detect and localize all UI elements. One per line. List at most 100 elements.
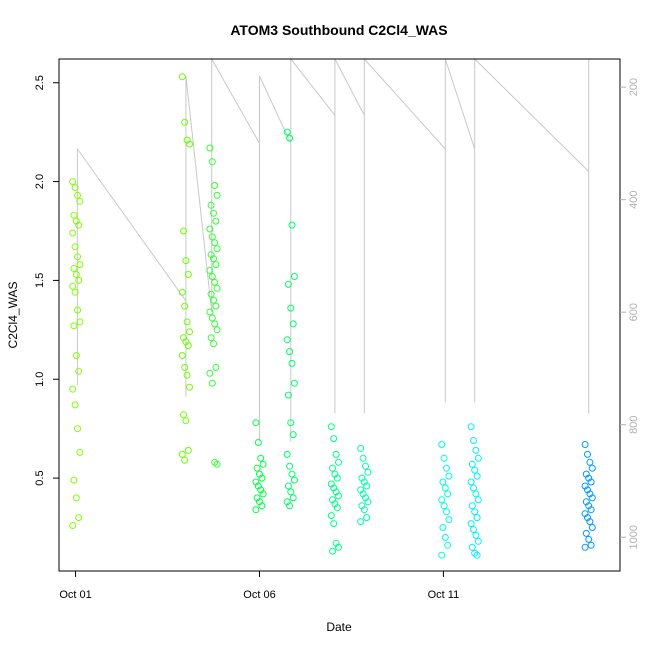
data-point: [178, 450, 186, 458]
data-point: [467, 478, 475, 486]
data-point: [283, 336, 291, 344]
y-tick-label: 0.5: [34, 470, 46, 485]
data-point: [206, 267, 214, 274]
data-point: [207, 290, 215, 298]
data-point: [290, 476, 298, 484]
data-point: [212, 363, 220, 371]
data-point: [332, 450, 340, 458]
data-point: [213, 245, 221, 253]
data-point: [472, 531, 480, 539]
data-point: [467, 520, 475, 528]
y2-tick-label: 1000: [628, 525, 640, 549]
data-point: [443, 508, 450, 516]
data-point: [75, 514, 83, 522]
data-point: [184, 446, 192, 454]
data-point: [468, 460, 476, 468]
y-tick-label: 2.0: [34, 174, 46, 189]
data-point: [258, 502, 266, 510]
data-point: [362, 462, 369, 470]
data-point: [178, 352, 186, 359]
data-point: [581, 441, 589, 448]
data-point: [72, 494, 80, 502]
data-point: [286, 502, 294, 510]
data-point: [208, 158, 216, 166]
x-axis-label: Date: [326, 620, 352, 634]
data-point: [206, 369, 214, 377]
data-point: [213, 191, 221, 199]
data-point: [254, 439, 262, 446]
data-point: [289, 494, 297, 502]
data-point: [210, 255, 217, 263]
data-point: [74, 191, 81, 199]
data-point: [474, 454, 482, 462]
data-point: [474, 496, 482, 504]
data-point: [207, 201, 215, 209]
data-point: [333, 504, 341, 512]
data-point: [186, 140, 193, 148]
data-point: [283, 450, 291, 458]
data-point: [207, 334, 215, 342]
data-point: [586, 458, 594, 466]
data-point: [582, 529, 590, 537]
data-point: [182, 417, 190, 425]
data-point: [360, 506, 368, 514]
data-point: [440, 502, 448, 510]
y-tick-label: 1.5: [34, 273, 46, 288]
data-point: [211, 182, 219, 189]
data-point: [76, 197, 84, 205]
data-point: [283, 128, 291, 136]
data-point: [286, 134, 294, 142]
data-point: [69, 282, 77, 290]
data-point: [76, 261, 84, 269]
data-point: [335, 492, 342, 500]
data-point: [471, 508, 479, 516]
data-point: [74, 425, 81, 433]
y2-tick-label: 600: [628, 303, 640, 321]
data-point: [181, 456, 189, 464]
data-point: [586, 518, 594, 526]
data-point: [186, 383, 193, 391]
data-point: [210, 340, 217, 348]
data-point: [69, 178, 77, 186]
data-point: [184, 271, 192, 278]
data-point: [472, 446, 480, 454]
data-point: [208, 273, 216, 280]
data-point: [438, 441, 446, 448]
data-point: [363, 482, 371, 490]
data-point: [444, 541, 452, 549]
y-tick-label: 1.0: [34, 372, 46, 387]
data-point: [288, 470, 296, 478]
data-point: [181, 302, 189, 310]
data-point: [74, 306, 81, 314]
data-point: [445, 516, 453, 524]
data-point: [69, 522, 77, 529]
data-point: [212, 217, 220, 225]
chart-title: ATOM3 Southbound C2Cl4_WAS: [230, 22, 447, 38]
data-point: [211, 320, 219, 328]
y2-tick-label: 200: [628, 78, 640, 96]
data-point: [330, 520, 338, 528]
data-point: [213, 460, 221, 468]
data-point: [186, 328, 193, 336]
data-point: [588, 494, 596, 502]
data-point: [71, 401, 79, 409]
data-point: [286, 462, 294, 470]
data-point: [364, 468, 372, 476]
data-point: [364, 498, 372, 506]
data-point: [70, 211, 78, 219]
data-point: [290, 273, 298, 280]
data-point: [445, 472, 453, 480]
data-point: [259, 460, 267, 468]
data-point: [69, 385, 77, 393]
data-point: [212, 302, 220, 310]
data-point: [72, 271, 80, 278]
data-point: [438, 551, 446, 559]
data-point: [284, 482, 292, 490]
data-point: [289, 431, 297, 439]
y2-tick-label: 800: [628, 416, 640, 434]
data-point: [438, 496, 446, 504]
data-point: [252, 419, 260, 427]
data-point: [206, 308, 214, 316]
data-point: [363, 514, 371, 522]
